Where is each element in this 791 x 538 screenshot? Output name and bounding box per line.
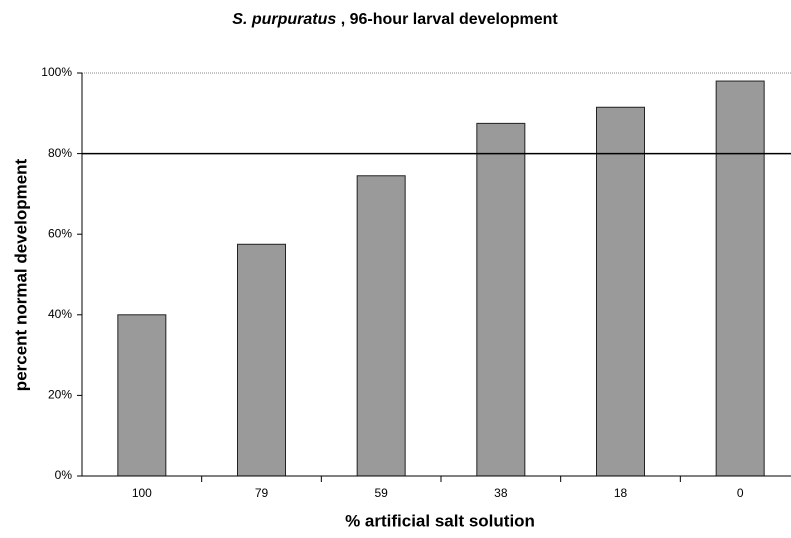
- chart-title: S. purpuratus , 96-hour larval developme…: [232, 11, 558, 28]
- y-tick-label: 40%: [48, 307, 72, 321]
- y-tick-label: 100%: [41, 65, 72, 79]
- bar: [596, 106, 645, 477]
- bar: [356, 175, 406, 477]
- bar: [117, 314, 167, 477]
- y-tick-label: 80%: [48, 146, 72, 160]
- x-tick-label: 100: [132, 486, 152, 500]
- x-tick-label: 79: [255, 486, 269, 500]
- x-axis-label: % artificial salt solution: [345, 511, 535, 530]
- x-tick-label: 18: [614, 486, 628, 500]
- x-tick-label: 59: [374, 486, 388, 500]
- bar: [476, 122, 526, 477]
- bar: [715, 80, 765, 477]
- y-tick-label: 0%: [55, 468, 73, 482]
- title-rest: , 96-hour larval development: [336, 11, 558, 28]
- y-tick-label: 20%: [48, 388, 72, 402]
- title-species: S. purpuratus: [232, 11, 336, 28]
- y-tick-label: 60%: [48, 226, 72, 240]
- bar: [237, 243, 286, 477]
- x-tick-label: 0: [737, 486, 744, 500]
- y-axis-label: percent normal development: [11, 158, 30, 391]
- x-tick-label: 38: [494, 486, 508, 500]
